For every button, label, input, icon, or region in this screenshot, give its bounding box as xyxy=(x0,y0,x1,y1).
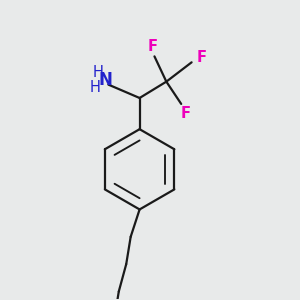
Text: F: F xyxy=(181,106,191,121)
Text: F: F xyxy=(196,50,206,65)
Text: H: H xyxy=(92,65,104,80)
Text: N: N xyxy=(98,71,112,89)
Text: H: H xyxy=(90,80,101,95)
Text: F: F xyxy=(148,39,158,54)
